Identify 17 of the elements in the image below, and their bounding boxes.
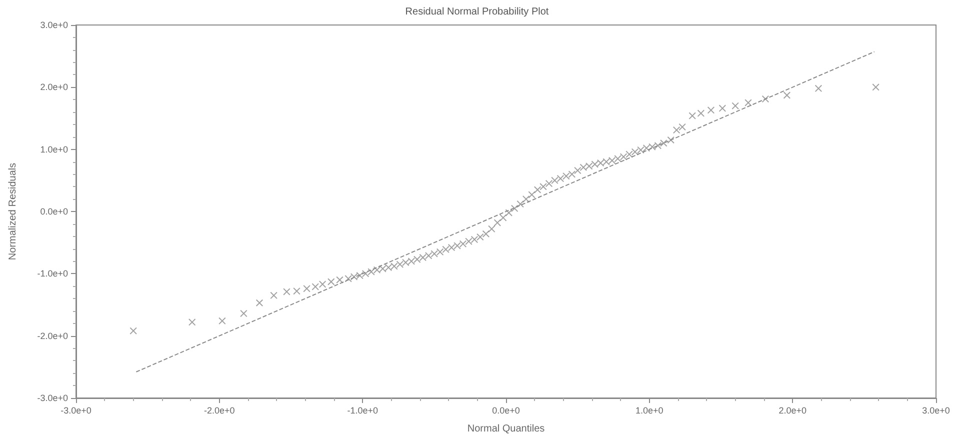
- y-tick-label: -1.0e+0: [37, 268, 68, 279]
- x-tick-label: -1.0e+0: [347, 406, 378, 416]
- y-tick-label: -3.0e+0: [37, 393, 68, 403]
- x-tick-label: 1.0e+0: [635, 406, 664, 416]
- y-tick-label: -2.0e+0: [37, 330, 68, 341]
- y-tick-label: 0.0e+0: [40, 206, 68, 216]
- y-tick-label: 1.0e+0: [40, 144, 68, 154]
- x-tick-label: -2.0e+0: [204, 406, 235, 416]
- y-tick-label: 3.0e+0: [40, 20, 68, 30]
- y-tick-label: 2.0e+0: [40, 82, 68, 92]
- x-axis-title: Normal Quantiles: [467, 424, 545, 434]
- chart-title: Residual Normal Probability Plot: [405, 6, 549, 18]
- x-tick-label: 3.0e+0: [922, 406, 950, 416]
- x-tick-label: -3.0e+0: [60, 406, 92, 416]
- y-axis-title: Normalized Residuals: [8, 162, 18, 260]
- x-tick-label: 0.0e+0: [492, 406, 520, 416]
- x-tick-label: 2.0e+0: [778, 406, 807, 416]
